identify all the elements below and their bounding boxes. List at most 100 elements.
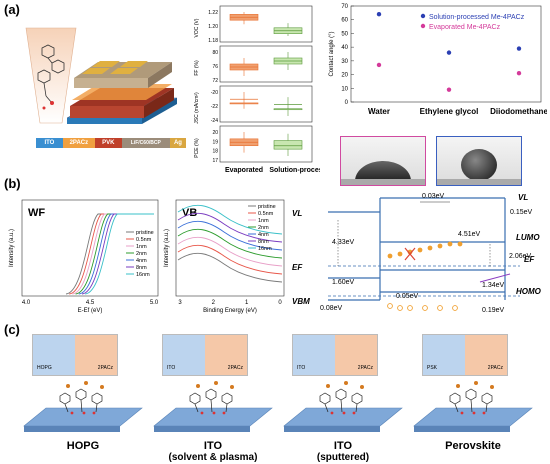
scheme-left-region: PSK <box>423 335 465 375</box>
contact-ytick: 0 <box>345 100 349 106</box>
contact-point <box>446 50 452 55</box>
boxplot-tick: 1.22 <box>208 10 218 16</box>
boxplot-frame <box>219 45 313 83</box>
scheme-1: ITO 2PACz <box>150 330 276 464</box>
wf-curve <box>78 213 154 295</box>
panel-label-a: (a) <box>4 2 20 17</box>
vb-xtick: 3 <box>178 300 182 306</box>
vial-molecule-illustration <box>25 27 77 124</box>
vb-legend-label: 8nm <box>258 239 269 245</box>
band-160: 1.60eV <box>332 279 355 286</box>
boxplot-ylabel: JSC (mA/cm²) <box>194 92 200 124</box>
band-vl-left: VL <box>292 209 302 218</box>
scheme-caption: HOPG <box>66 440 100 452</box>
wf-legend-label: 1nm <box>136 244 147 250</box>
wf-frame <box>21 199 159 297</box>
wf-spectrum-chart: WF Intensity (a.u.) 4.0 4.5 5.0 E-Ef (eV) pris… <box>9 199 159 314</box>
boxplot-tick: -22 <box>211 104 218 110</box>
band-ef-left: EF <box>292 263 303 272</box>
wf-legend-label: 8nm <box>136 265 147 271</box>
wf-xtick: 5.0 <box>150 300 159 306</box>
contact-ytick: 40 <box>341 45 348 51</box>
boxplot-tick: 20 <box>212 130 218 136</box>
vb-curve <box>177 252 283 283</box>
band-003: 0.03eV <box>422 193 445 200</box>
wf-legend-label: 2nm <box>136 251 147 257</box>
scheme-caption: ITO <box>203 440 223 452</box>
scheme-2: ITO 2PACz <box>280 330 406 464</box>
vb-legend-label: 0.5nm <box>258 211 274 217</box>
wf-curve <box>69 213 154 295</box>
droplet-photo-evaporated <box>340 136 426 186</box>
layer-ito: ITO <box>36 138 63 148</box>
contact-category: Water <box>368 107 390 116</box>
layer-lif: LiF/C60/BCP <box>121 138 170 148</box>
vb-curve <box>177 236 283 267</box>
band-019: 0.19eV <box>482 307 505 314</box>
scheme-caption2: (sputtered) <box>316 452 370 463</box>
vb-xtick: 1 <box>245 300 249 306</box>
scheme-right-region: 2PACz <box>205 335 247 375</box>
interface-schemes: HOPG 2PACz <box>20 330 550 464</box>
contact-point <box>376 62 382 68</box>
band-homo: HOMO <box>516 287 542 296</box>
contact-legend-marker <box>420 13 426 19</box>
boxplot-tick: 80 <box>212 50 218 56</box>
scheme-right-label: 2PACz <box>357 365 373 371</box>
contact-point <box>516 71 522 76</box>
scheme-caption2: (solvent & plasma) <box>168 452 258 463</box>
vb-legend-label: pristine <box>258 204 276 210</box>
band-451: 4.51eV <box>458 231 481 238</box>
panel-label-c: (c) <box>4 322 20 337</box>
boxplot-ylabel: PCE (%) <box>194 138 200 158</box>
scheme-left-region: ITO <box>163 335 205 375</box>
wf-curve <box>75 213 154 295</box>
contact-point <box>376 12 382 17</box>
wf-xtick: 4.5 <box>86 300 95 306</box>
vb-ylabel: Intensity (a.u.) <box>164 229 170 267</box>
vb-curve <box>177 228 283 259</box>
vb-curve <box>177 220 283 251</box>
contact-ytick: 50 <box>341 31 348 37</box>
boxplot-frame <box>219 125 313 163</box>
wf-curve <box>85 213 154 295</box>
boxplot-tick: 1.18 <box>208 38 218 44</box>
boxplot-tick: 18 <box>212 149 218 155</box>
panel-label-b: (b) <box>4 176 21 191</box>
scheme-right-label: 2PACz <box>487 365 503 371</box>
scheme-3: PSK 2PACz <box>410 330 536 464</box>
boxplot-ylabel: FF (%) <box>194 60 200 76</box>
contact-ylabel: Contact angle (°) <box>329 31 335 76</box>
scheme-left-region: ITO <box>293 335 335 375</box>
band-433: 4.33eV <box>332 239 355 246</box>
wf-ylabel: Intensity (a.u.) <box>9 229 15 267</box>
scheme-substrate <box>283 381 403 432</box>
wf-legend-label: 0.5nm <box>136 237 152 243</box>
boxplot-tick: -20 <box>211 90 218 96</box>
boxplot-tick: 1.20 <box>208 24 218 30</box>
scheme-left-label: HOPG <box>37 365 52 371</box>
scheme-right-region: 2PACz <box>335 335 377 375</box>
contact-frame <box>350 5 542 103</box>
contact-ytick: 70 <box>341 4 348 10</box>
scheme-left-label: ITO <box>297 365 306 371</box>
scheme-band-box: ITO 2PACz <box>292 334 378 376</box>
wf-curve <box>81 213 154 295</box>
scheme-left-label: ITO <box>167 365 176 371</box>
boxplot-box <box>229 102 259 105</box>
band-vbm: VBM <box>292 297 310 306</box>
wf-legend-label: 4nm <box>136 258 147 264</box>
vb-legend-label: 1nm <box>258 218 269 224</box>
vb-curve <box>177 212 283 243</box>
layer-2pacz: 2PACz <box>62 138 95 148</box>
scheme-right-region: 2PACz <box>75 335 117 375</box>
vb-frame <box>175 199 285 297</box>
boxplot-tick: 72 <box>212 78 218 84</box>
layer-pvk: PVK <box>94 138 122 148</box>
scheme-band-box: PSK 2PACz <box>422 334 508 376</box>
boxplot-xlabel-evap: Evaporated <box>225 167 263 174</box>
boxplot-frame <box>219 85 313 123</box>
scheme-0: HOPG 2PACz <box>20 330 146 464</box>
band-lumo: LUMO <box>516 233 540 242</box>
vb-xtick: 0 <box>278 300 282 306</box>
